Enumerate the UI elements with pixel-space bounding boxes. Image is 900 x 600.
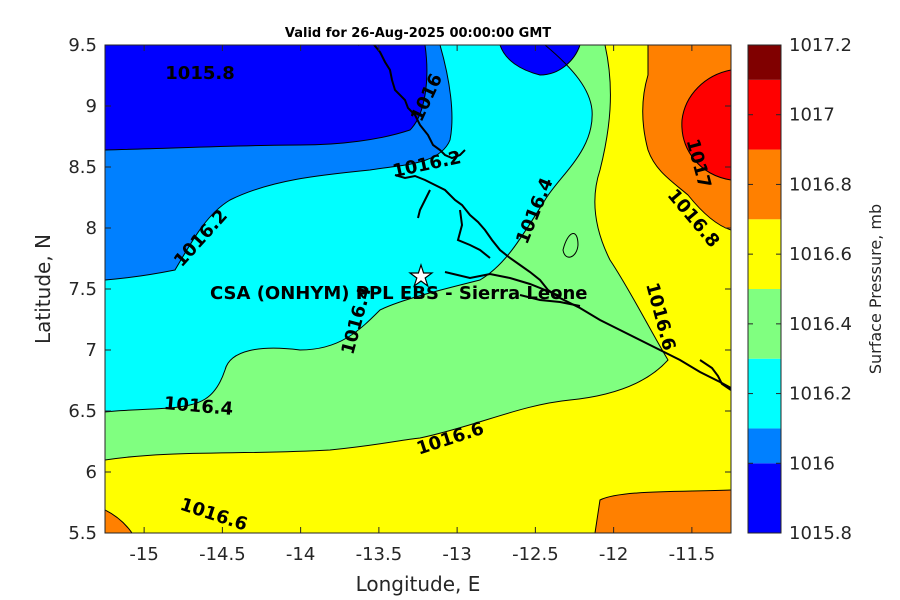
figure-title: Valid for 26-Aug-2025 00:00:00 GMT (285, 26, 551, 41)
colorbar-tick-label: 1015.8 (789, 523, 852, 544)
y-tick-label: 6.5 (68, 401, 97, 422)
y-tick-label: 8 (86, 218, 97, 239)
colorbar-tick-label: 1017 (789, 105, 835, 126)
x-tick-label: -13 (442, 544, 471, 565)
y-axis: 9.5 9 8.5 8 7.5 7 6.5 6 5.5 (68, 35, 731, 544)
site-marker: CSA (ONHYM) PPL EBS - Sierra Leone (210, 263, 587, 304)
colorbar-segment (748, 79, 781, 150)
colorbar: 1017.2 1017 1016.8 1016.6 1016.4 1016.2 1016 10… (748, 35, 852, 544)
x-axis: -15 -14.5 -14 -13.5 -13 -12.5 -12 -11.5 (129, 45, 715, 565)
coastline (358, 45, 731, 391)
y-tick-label: 7.5 (68, 279, 97, 300)
colorbar-tick-label: 1016.6 (789, 244, 852, 265)
y-tick-label: 9.5 (68, 35, 97, 56)
x-tick-label: -14 (286, 544, 315, 565)
colorbar-segment (748, 149, 781, 220)
field-1017 (681, 70, 731, 180)
field-1016-8-sw (105, 510, 132, 533)
x-tick-label: -15 (129, 544, 158, 565)
colorbar-label: Surface Pressure, mb (866, 204, 885, 374)
colorbar-segment (748, 45, 781, 80)
colorbar-segment (748, 289, 781, 359)
colorbar-tick-label: 1016.2 (789, 384, 852, 405)
x-tick-label: -13.5 (356, 544, 403, 565)
colorbar-tick-label: 1017.2 (789, 35, 852, 56)
y-tick-label: 5.5 (68, 523, 97, 544)
colorbar-segment (748, 428, 781, 464)
field-1016-6-east (105, 45, 731, 533)
colorbar-tick-label: 1016 (789, 453, 835, 474)
x-tick-label: -14.5 (199, 544, 246, 565)
y-tick-label: 6 (86, 462, 97, 483)
field-1015-8 (105, 45, 427, 150)
field-1015-8-ne (500, 45, 580, 75)
colorbar-segment (748, 219, 781, 289)
x-tick-label: -12.5 (512, 544, 559, 565)
colorbar-frame (747, 44, 782, 534)
contour-label: 1015.8 (165, 63, 234, 84)
site-label: CSA (ONHYM) PPL EBS - Sierra Leone (210, 283, 587, 304)
colorbar-segment (748, 463, 781, 533)
y-tick-label: 8.5 (68, 157, 97, 178)
x-tick-label: -11.5 (669, 544, 716, 565)
x-axis-label: Longitude, E (356, 572, 481, 596)
field-1016-8-se (595, 490, 731, 533)
y-tick-label: 7 (86, 340, 97, 361)
y-tick-label: 9 (86, 96, 97, 117)
colorbar-tick-label: 1016.8 (789, 174, 852, 195)
x-tick-label: -12 (599, 544, 628, 565)
contour-lines (105, 45, 731, 533)
colorbar-tick-label: 1016.4 (789, 314, 852, 335)
star-icon (408, 263, 434, 288)
colorbar-segment (748, 358, 781, 429)
y-axis-label: Latitude, N (31, 234, 55, 344)
